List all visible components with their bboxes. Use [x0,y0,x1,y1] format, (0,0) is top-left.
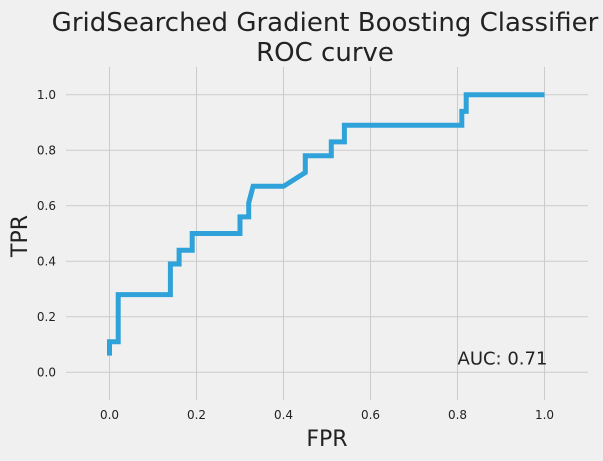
y-tick-labels: 0.0 0.2 0.4 0.6 0.8 1.0 [37,88,56,380]
y-tick-label: 0.2 [37,310,56,324]
x-tick-label: 0.6 [361,408,380,422]
grid [66,67,588,400]
x-tick-label: 1.0 [535,408,554,422]
y-tick-label: 1.0 [37,88,56,102]
y-tick-label: 0.8 [37,143,56,157]
chart-title-line-2: ROC curve [256,38,394,68]
x-tick-label: 0.8 [448,408,467,422]
y-tick-label: 0.6 [37,199,56,213]
x-tick-labels: 0.0 0.2 0.4 0.6 0.8 1.0 [100,408,554,422]
x-axis-label: FPR [306,427,347,452]
y-tick-label: 0.4 [37,254,56,268]
x-tick-label: 0.4 [274,408,293,422]
y-axis-label: TPR [8,215,33,258]
x-tick-label: 0.2 [187,408,206,422]
y-tick-label: 0.0 [37,365,56,379]
roc-curve-line [107,92,545,356]
chart-title-line-1: GridSearched Gradient Boosting Classifie… [52,8,599,38]
x-tick-label: 0.0 [100,408,119,422]
auc-annotation: AUC: 0.71 [458,348,548,369]
